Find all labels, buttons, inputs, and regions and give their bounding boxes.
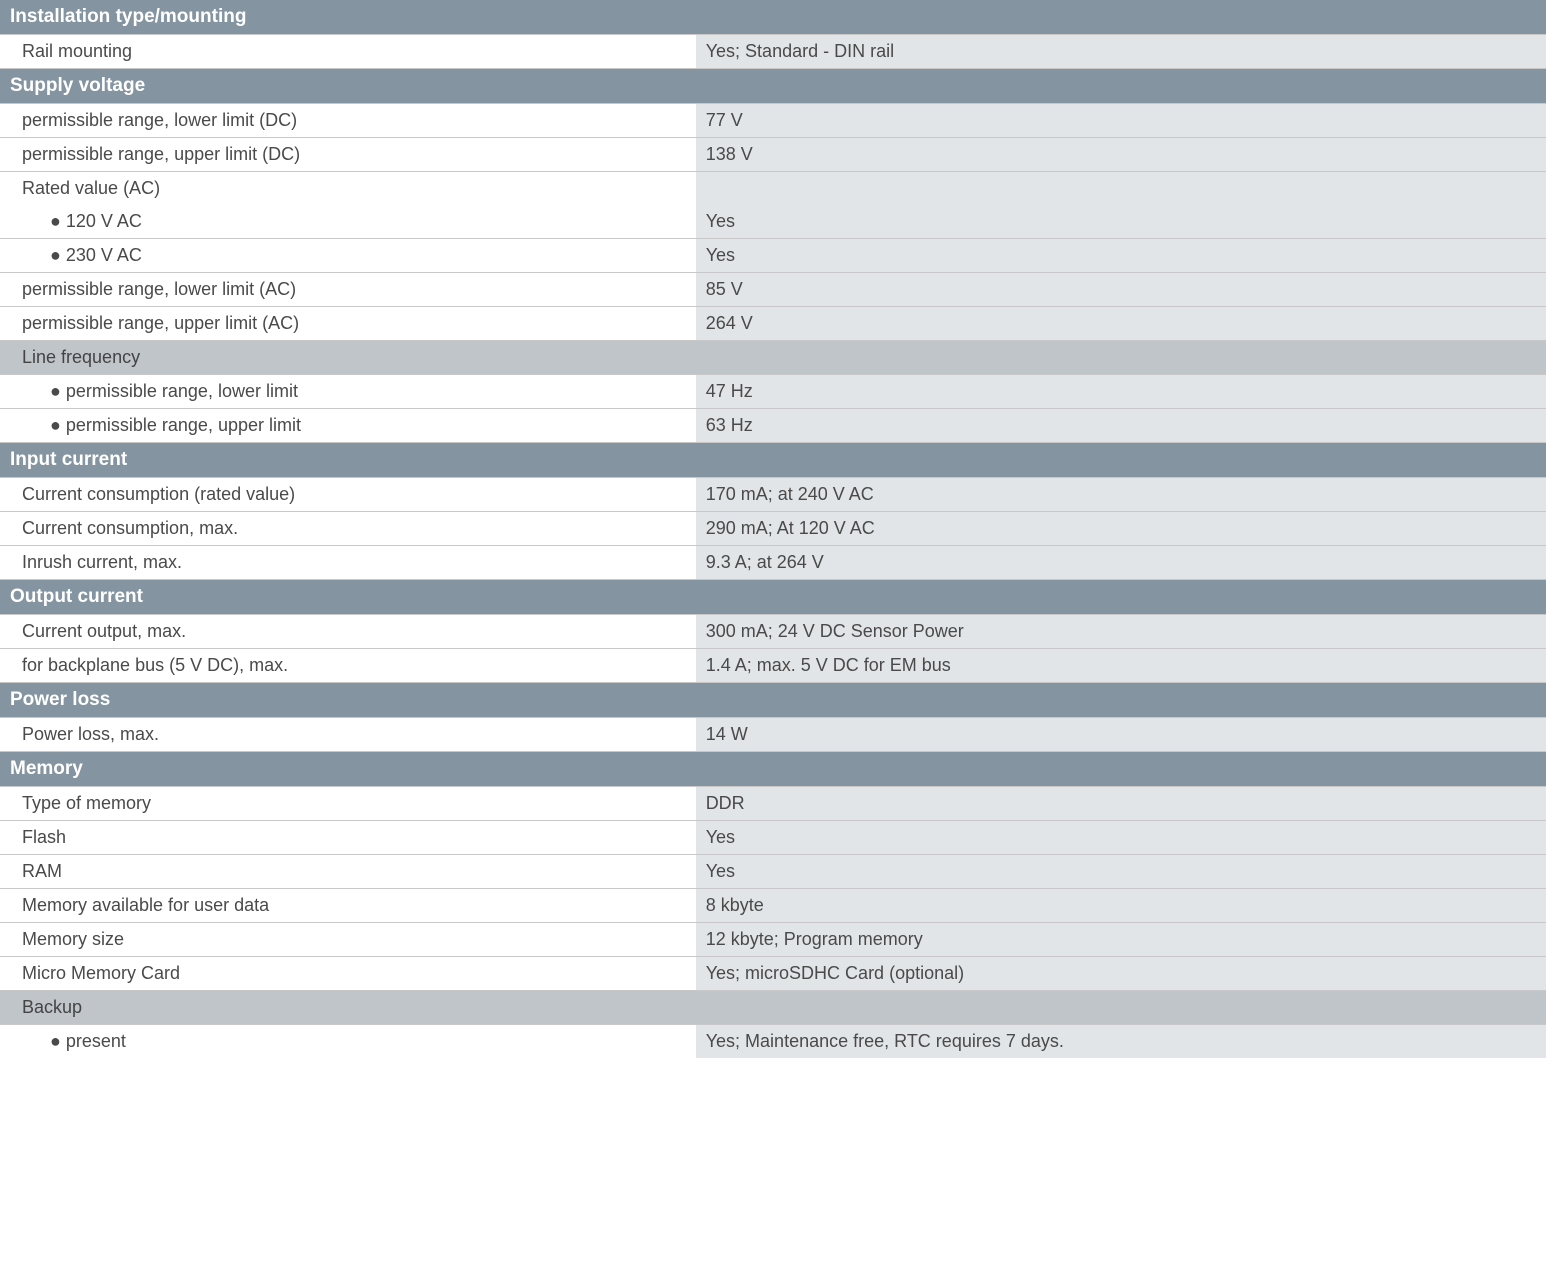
spec-row: Rated value (AC) xyxy=(0,172,1546,205)
spec-row: permissible range, lower limit (AC) 85 V xyxy=(0,273,1546,307)
spec-label: Current consumption (rated value) xyxy=(0,478,696,511)
spec-value: 300 mA; 24 V DC Sensor Power xyxy=(696,615,1546,648)
spec-value: 1.4 A; max. 5 V DC for EM bus xyxy=(696,649,1546,682)
spec-label: Micro Memory Card xyxy=(0,957,696,990)
section-title: Power loss xyxy=(10,689,110,711)
spec-value: 77 V xyxy=(696,104,1546,137)
spec-row: permissible range, upper limit (DC) 138 … xyxy=(0,138,1546,172)
section-supply-voltage: Supply voltage xyxy=(0,69,1546,104)
section-title: Installation type/mounting xyxy=(10,6,246,28)
spec-label: Memory size xyxy=(0,923,696,956)
spec-value: 14 W xyxy=(696,718,1546,751)
spec-label: Inrush current, max. xyxy=(0,546,696,579)
spec-row: Rail mounting Yes; Standard - DIN rail xyxy=(0,35,1546,69)
sub-header-value xyxy=(696,991,1546,1024)
spec-row: Current consumption (rated value) 170 mA… xyxy=(0,478,1546,512)
section-memory: Memory xyxy=(0,752,1546,787)
spec-row: Current consumption, max. 290 mA; At 120… xyxy=(0,512,1546,546)
spec-table: Installation type/mounting Rail mounting… xyxy=(0,0,1546,1058)
spec-label: permissible range, upper limit (DC) xyxy=(0,138,696,171)
spec-value: 170 mA; at 240 V AC xyxy=(696,478,1546,511)
section-title: Memory xyxy=(10,758,83,780)
spec-value: Yes xyxy=(696,855,1546,888)
spec-value: Yes; Maintenance free, RTC requires 7 da… xyxy=(696,1025,1546,1058)
spec-label: Rated value (AC) xyxy=(0,172,696,205)
section-title: Input current xyxy=(10,449,127,471)
spec-label: Flash xyxy=(0,821,696,854)
spec-label: Type of memory xyxy=(0,787,696,820)
spec-label: for backplane bus (5 V DC), max. xyxy=(0,649,696,682)
spec-value: 290 mA; At 120 V AC xyxy=(696,512,1546,545)
section-title: Output current xyxy=(10,586,143,608)
spec-label: ● 230 V AC xyxy=(0,239,696,272)
section-output-current: Output current xyxy=(0,580,1546,615)
spec-value: 138 V xyxy=(696,138,1546,171)
sub-header-label: Backup xyxy=(0,991,696,1024)
spec-row: permissible range, upper limit (AC) 264 … xyxy=(0,307,1546,341)
spec-value: Yes xyxy=(696,239,1546,272)
spec-row: for backplane bus (5 V DC), max. 1.4 A; … xyxy=(0,649,1546,683)
spec-row: ● present Yes; Maintenance free, RTC req… xyxy=(0,1025,1546,1058)
spec-value: 63 Hz xyxy=(696,409,1546,442)
spec-row: Type of memory DDR xyxy=(0,787,1546,821)
spec-label: ● 120 V AC xyxy=(0,205,696,238)
spec-value: Yes; Standard - DIN rail xyxy=(696,35,1546,68)
spec-value: 9.3 A; at 264 V xyxy=(696,546,1546,579)
spec-value: 85 V xyxy=(696,273,1546,306)
spec-label: ● permissible range, lower limit xyxy=(0,375,696,408)
spec-label: Current consumption, max. xyxy=(0,512,696,545)
spec-label: Rail mounting xyxy=(0,35,696,68)
spec-row: Memory available for user data 8 kbyte xyxy=(0,889,1546,923)
spec-label: Current output, max. xyxy=(0,615,696,648)
spec-value: 47 Hz xyxy=(696,375,1546,408)
spec-value: 264 V xyxy=(696,307,1546,340)
spec-row: Inrush current, max. 9.3 A; at 264 V xyxy=(0,546,1546,580)
spec-row: ● 120 V AC Yes xyxy=(0,205,1546,239)
spec-value: Yes xyxy=(696,205,1546,238)
spec-row: Micro Memory Card Yes; microSDHC Card (o… xyxy=(0,957,1546,991)
spec-value: Yes xyxy=(696,821,1546,854)
spec-value: DDR xyxy=(696,787,1546,820)
spec-row: Current output, max. 300 mA; 24 V DC Sen… xyxy=(0,615,1546,649)
section-input-current: Input current xyxy=(0,443,1546,478)
spec-row: Memory size 12 kbyte; Program memory xyxy=(0,923,1546,957)
spec-label: permissible range, lower limit (AC) xyxy=(0,273,696,306)
spec-row: permissible range, lower limit (DC) 77 V xyxy=(0,104,1546,138)
spec-value: 12 kbyte; Program memory xyxy=(696,923,1546,956)
spec-value: Yes; microSDHC Card (optional) xyxy=(696,957,1546,990)
spec-row: Flash Yes xyxy=(0,821,1546,855)
spec-label: RAM xyxy=(0,855,696,888)
spec-row: ● permissible range, upper limit 63 Hz xyxy=(0,409,1546,443)
section-title: Supply voltage xyxy=(10,75,145,97)
spec-value: 8 kbyte xyxy=(696,889,1546,922)
section-power-loss: Power loss xyxy=(0,683,1546,718)
spec-label: ● permissible range, upper limit xyxy=(0,409,696,442)
spec-label: permissible range, upper limit (AC) xyxy=(0,307,696,340)
spec-label: ● present xyxy=(0,1025,696,1058)
spec-row: ● 230 V AC Yes xyxy=(0,239,1546,273)
spec-label: permissible range, lower limit (DC) xyxy=(0,104,696,137)
section-installation: Installation type/mounting xyxy=(0,0,1546,35)
spec-label: Memory available for user data xyxy=(0,889,696,922)
spec-row: ● permissible range, lower limit 47 Hz xyxy=(0,375,1546,409)
sub-header-line-frequency: Line frequency xyxy=(0,341,1546,375)
spec-row: Power loss, max. 14 W xyxy=(0,718,1546,752)
spec-row: RAM Yes xyxy=(0,855,1546,889)
spec-value xyxy=(696,172,1546,205)
sub-header-backup: Backup xyxy=(0,991,1546,1025)
sub-header-value xyxy=(696,341,1546,374)
sub-header-label: Line frequency xyxy=(0,341,696,374)
spec-label: Power loss, max. xyxy=(0,718,696,751)
